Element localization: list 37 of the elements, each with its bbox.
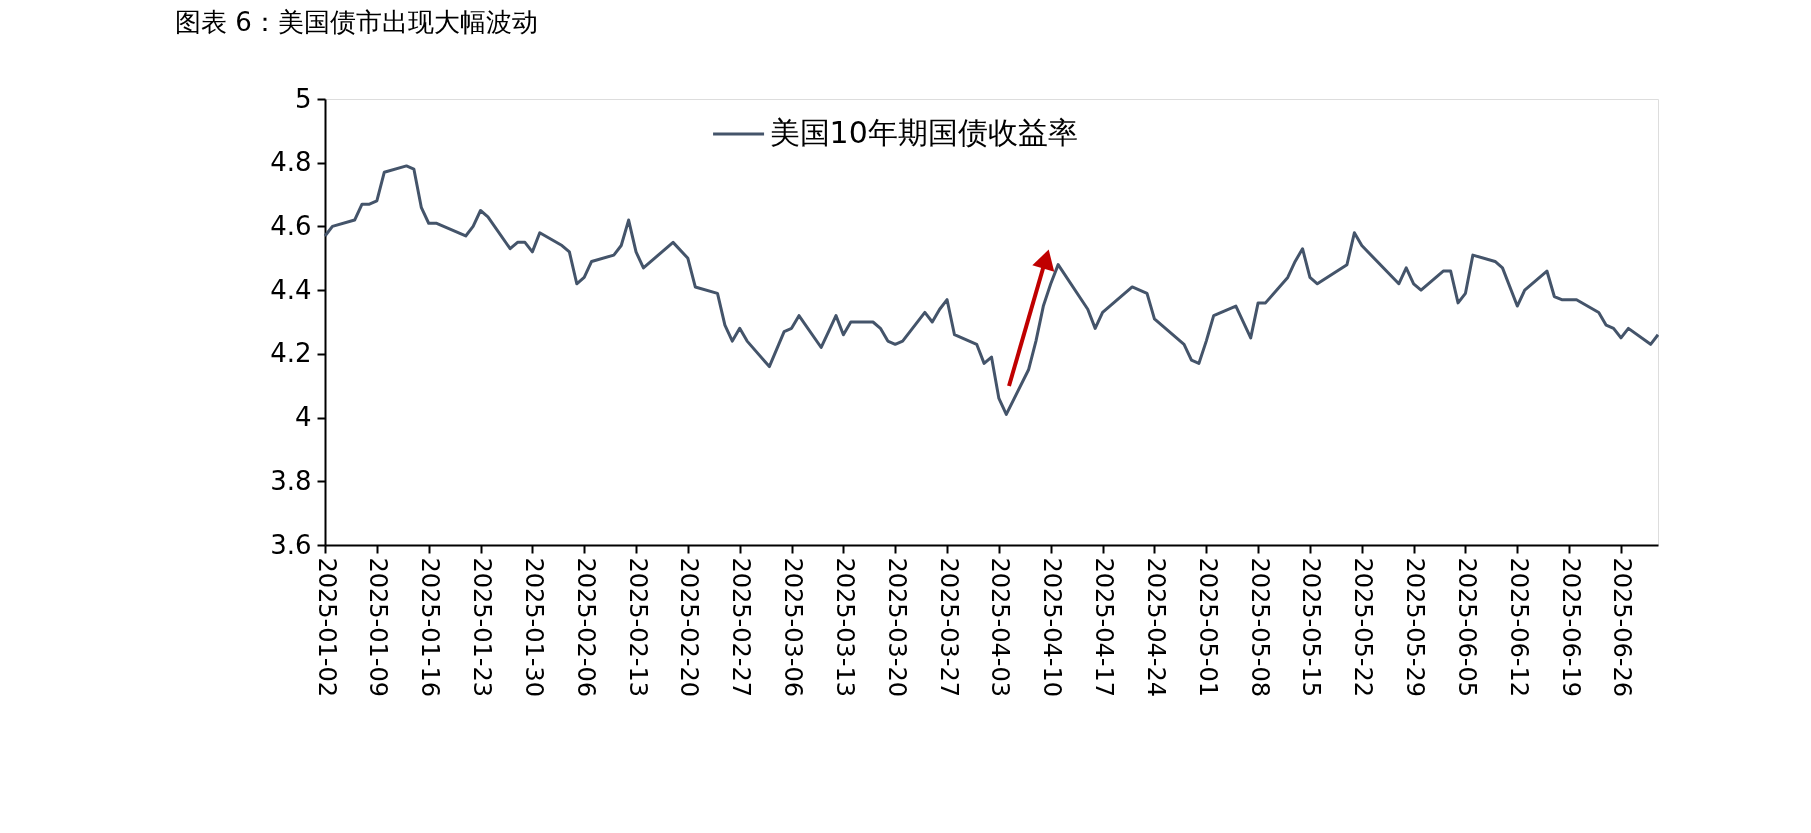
legend-label: 美国10年期国债收益率 [769,115,1078,150]
x-tick-label: 2025-05-08 [1245,557,1274,697]
x-tick-label: 2025-05-15 [1297,557,1326,697]
x-tick-label: 2025-01-02 [312,557,341,697]
x-tick-label: 2025-06-05 [1452,557,1481,697]
x-tick-label: 2025-01-23 [468,557,497,697]
line-series [323,164,1660,416]
x-tick-label: 2025-02-27 [727,557,756,697]
y-tick-label: 5 [294,83,312,114]
x-tick-label: 2025-02-20 [675,557,704,697]
chart-title: 图表 6：美国债市出现大幅波动 [175,7,538,37]
x-tick-label: 2025-06-26 [1608,557,1637,697]
x-tick-label: 2025-02-13 [623,557,652,697]
x-tick-label: 2025-01-09 [364,557,393,697]
x-tick-label: 2025-01-30 [519,557,548,697]
x-tick-label: 2025-05-22 [1349,557,1378,697]
x-tick-label: 2025-04-03 [986,557,1015,697]
x-tick-label: 2025-05-29 [1401,557,1430,697]
x-tick-label: 2025-03-06 [779,557,808,697]
y-tick-label: 4.6 [270,210,312,241]
y-tick-label: 4.8 [270,147,312,178]
x-tick-label: 2025-03-13 [830,557,859,697]
x-tick-label: 2025-04-24 [1141,557,1170,697]
x-tick-label: 2025-05-01 [1193,557,1222,697]
x-tick-label: 2025-03-27 [934,557,963,697]
x-tick-label: 2025-03-20 [882,557,911,697]
y-tick-label: 3.8 [270,465,312,496]
y-tick-label: 4.2 [270,338,312,369]
y-tick-label: 4 [294,402,312,433]
y-tick-label: 4.4 [270,274,312,305]
x-tick-label: 2025-01-16 [416,557,445,697]
x-tick-label: 2025-02-06 [571,557,600,697]
x-tick-label: 2025-06-19 [1556,557,1585,697]
x-tick-label: 2025-06-12 [1504,557,1533,697]
x-tick-label: 2025-04-17 [1090,557,1119,697]
y-tick-label: 3.6 [270,529,312,560]
x-tick-label: 2025-04-10 [1038,557,1067,697]
